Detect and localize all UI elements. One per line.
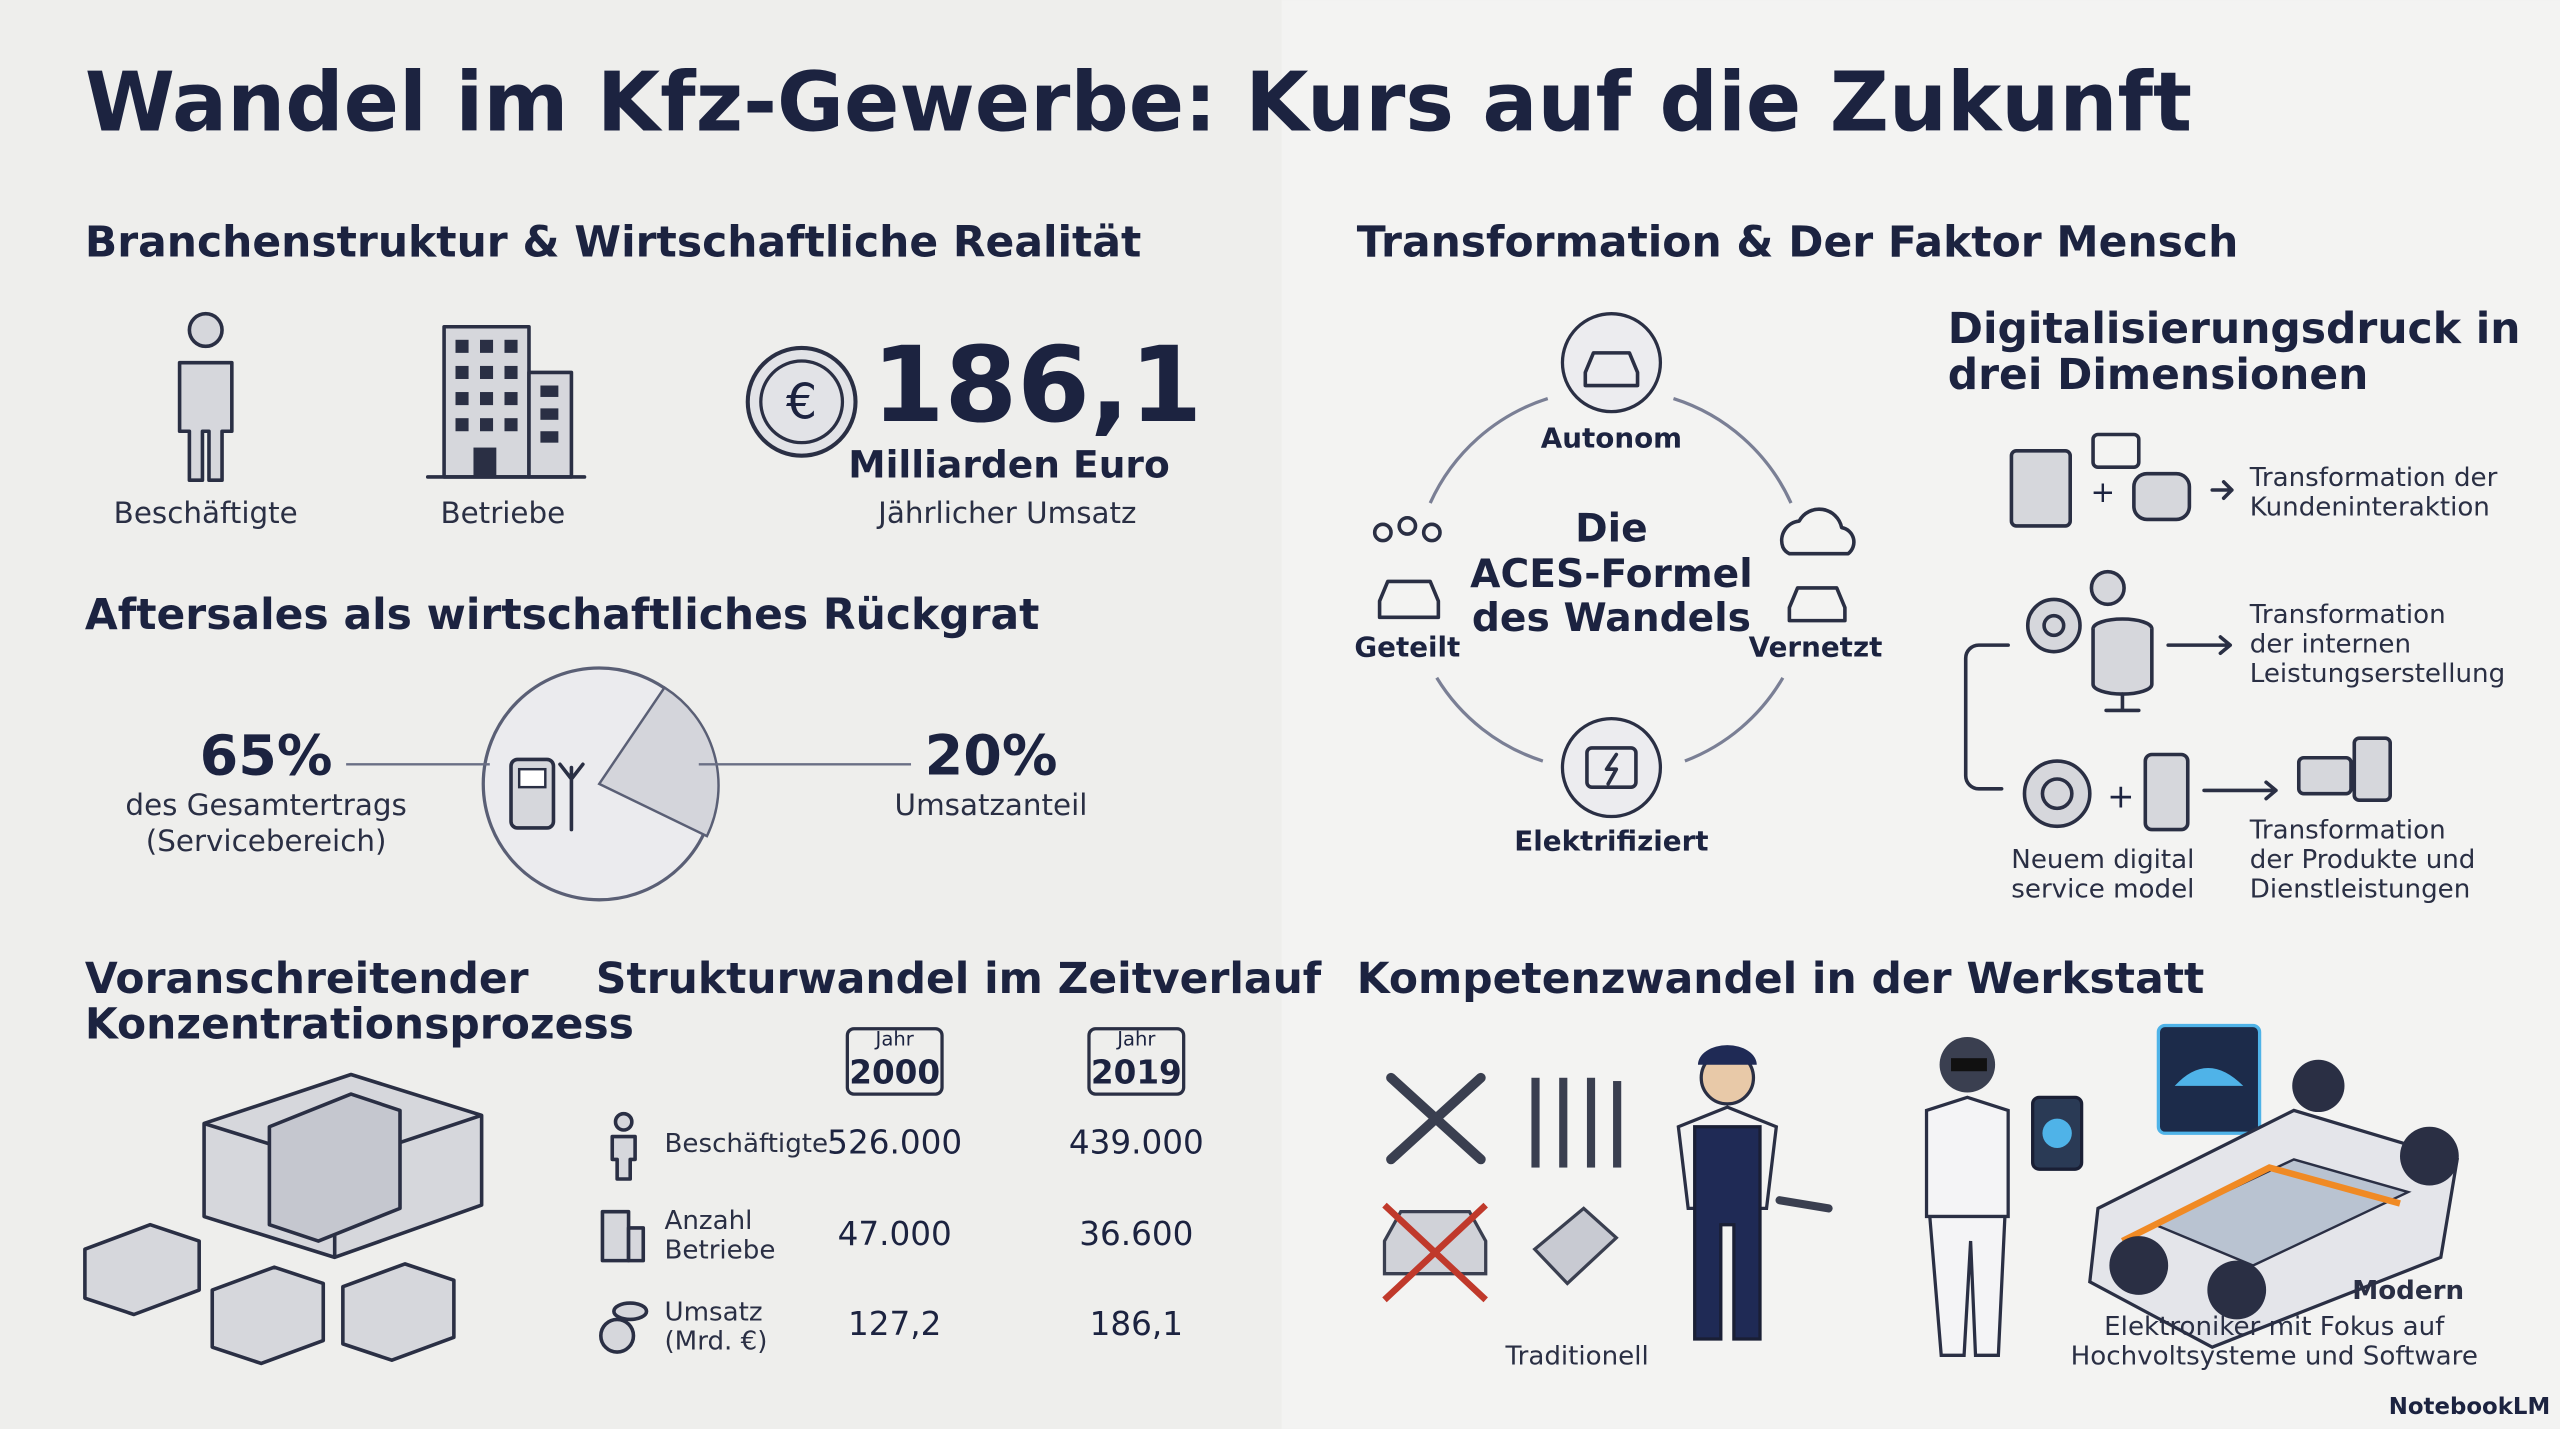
- section-heading: Strukturwandel im Zeitverlauf: [596, 955, 1322, 1004]
- column-year: 2000: [849, 1054, 940, 1092]
- aces-cycle: [1372, 312, 1856, 819]
- caption: Hochvoltsysteme und Software: [2071, 1341, 2478, 1371]
- table-value: 127,2: [848, 1305, 941, 1343]
- main-title: Wandel im Kfz-Gewerbe: Kurs auf die Zuku…: [85, 55, 2192, 150]
- dimension-text: Transformation: [2249, 600, 2446, 630]
- plus-sign: +: [2091, 475, 2116, 509]
- percent-value: 65%: [200, 724, 333, 789]
- aces-label: Autonom: [1541, 421, 1682, 454]
- number-caption: Jährlicher Umsatz: [876, 496, 1136, 530]
- person-icon: [177, 311, 234, 483]
- calendar-icons: [845, 1027, 1186, 1096]
- section-heading: Voranschreitender: [85, 955, 529, 1004]
- table-value: 186,1: [1090, 1305, 1183, 1343]
- section-heading: Branchenstruktur & Wirtschaftliche Reali…: [85, 219, 1141, 268]
- section-heading: Aftersales als wirtschaftliches Rückgrat: [85, 591, 1040, 640]
- stat-label: Betriebe: [440, 496, 565, 530]
- section-heading: Konzentrationsprozess: [85, 1001, 634, 1050]
- dimension-text: Transformation: [2249, 816, 2446, 846]
- row-label: (Mrd. €): [664, 1327, 767, 1357]
- service-model-text: Neuem digital: [2011, 845, 2194, 875]
- pie-graphic: [346, 666, 912, 902]
- aces-center: Die: [1575, 506, 1648, 551]
- dimension-text: der Produkte und: [2250, 845, 2476, 875]
- section-heading: Kompetenzwandel in der Werkstatt: [1357, 955, 2205, 1004]
- number-unit: Milliarden Euro: [848, 443, 1170, 487]
- caption: Elektroniker mit Fokus auf: [2104, 1312, 2445, 1342]
- section-heading: Transformation & Der Faktor Mensch: [1357, 219, 2239, 268]
- traditional-illustration: [1382, 1045, 1833, 1341]
- dimension-text: der internen: [2250, 630, 2411, 660]
- aces-center: ACES-Formel: [1470, 552, 1753, 597]
- percent-value: 20%: [925, 724, 1058, 789]
- stat-label: Beschäftigte: [114, 496, 298, 530]
- column-year: 2019: [1091, 1054, 1182, 1092]
- column-prefix: Jahr: [1115, 1028, 1156, 1051]
- plus-sign: +: [2107, 778, 2134, 816]
- caption-title: Modern: [2352, 1276, 2464, 1306]
- percent-caption: (Servicebereich): [146, 824, 387, 858]
- row-icons: [599, 1111, 649, 1354]
- dimension-text: Dienstleistungen: [2250, 875, 2471, 905]
- row-label: Umsatz: [664, 1297, 762, 1327]
- percent-caption: des Gesamtertrags: [125, 788, 406, 822]
- table-value: 526.000: [827, 1124, 962, 1162]
- euro-coin-icon: €: [745, 345, 858, 458]
- table-value: 47.000: [838, 1215, 952, 1253]
- building-icon: [425, 324, 587, 479]
- row-label: Betriebe: [664, 1235, 775, 1265]
- dimension-text: Leistungserstellung: [2250, 659, 2505, 689]
- table-value: 439.000: [1069, 1124, 1204, 1162]
- section-heading: drei Dimensionen: [1948, 351, 2369, 400]
- brand-watermark: NotebookLM: [2389, 1394, 2550, 1420]
- buildings-illustration: [83, 1072, 484, 1366]
- dimension-text: Transformation der: [2249, 463, 2498, 493]
- table-value: 36.600: [1079, 1215, 1193, 1253]
- aces-label: Geteilt: [1354, 630, 1460, 663]
- modern-illustration: [1924, 1023, 2459, 1357]
- dimension-text: Kundeninteraktion: [2250, 492, 2490, 522]
- service-model-text: service model: [2011, 875, 2194, 905]
- aces-label: Vernetzt: [1749, 630, 1883, 663]
- section-heading: Digitalisierungsdruck in: [1948, 305, 2521, 354]
- aces-label: Elektrifiziert: [1514, 825, 1708, 858]
- percent-caption: Umsatzanteil: [895, 788, 1088, 822]
- caption: Traditionell: [1505, 1341, 1649, 1371]
- row-label: Anzahl: [664, 1206, 752, 1236]
- row-label: Beschäftigte: [664, 1129, 828, 1159]
- column-prefix: Jahr: [874, 1028, 915, 1051]
- digital-icons: + +: [1963, 432, 2392, 832]
- euro-symbol: €: [786, 374, 817, 431]
- big-number: 186,1: [872, 324, 1202, 446]
- aces-center: des Wandels: [1472, 596, 1751, 641]
